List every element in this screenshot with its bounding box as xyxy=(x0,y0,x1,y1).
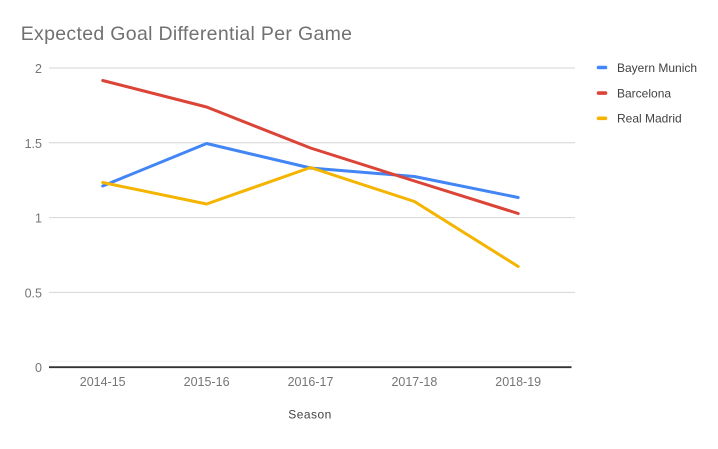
svg-text:Real Madrid: Real Madrid xyxy=(617,112,682,126)
svg-text:2: 2 xyxy=(35,62,42,76)
svg-text:0: 0 xyxy=(35,361,42,375)
svg-text:1.5: 1.5 xyxy=(25,137,42,151)
svg-text:0.5: 0.5 xyxy=(25,286,42,300)
svg-text:Expected Goal Differential Per: Expected Goal Differential Per Game xyxy=(21,23,353,45)
svg-text:2018-19: 2018-19 xyxy=(495,375,541,389)
svg-text:Barcelona: Barcelona xyxy=(617,86,671,100)
svg-text:Bayern Munich: Bayern Munich xyxy=(617,61,697,75)
svg-text:2014-15: 2014-15 xyxy=(80,375,126,389)
svg-text:1: 1 xyxy=(35,212,42,226)
svg-text:Season: Season xyxy=(288,408,331,422)
svg-text:2016-17: 2016-17 xyxy=(288,375,334,389)
svg-text:2015-16: 2015-16 xyxy=(184,375,230,389)
svg-text:2017-18: 2017-18 xyxy=(391,375,437,389)
